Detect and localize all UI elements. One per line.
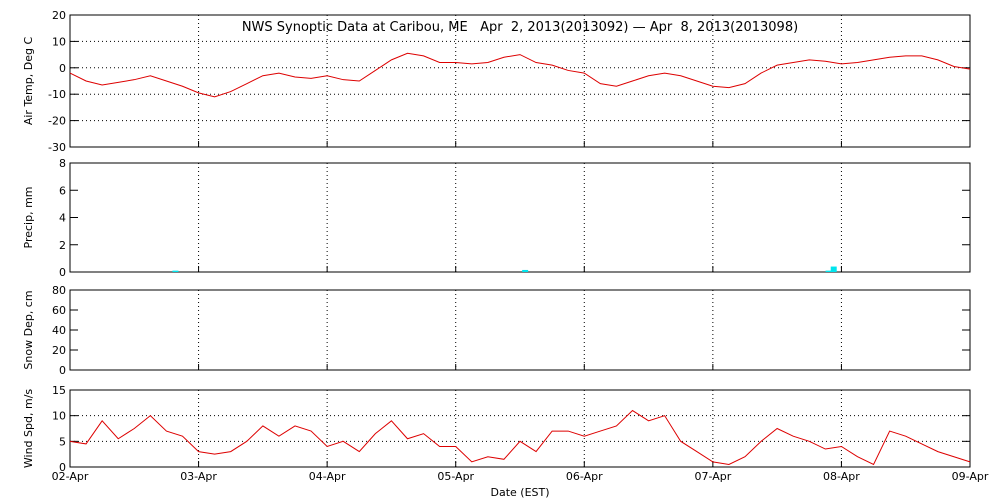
y-tick-label: 0 <box>59 266 66 279</box>
plot-frame <box>69 389 971 468</box>
y-tick-label: 40 <box>52 324 66 337</box>
y-tick-label: 6 <box>59 184 66 197</box>
y-tick-label: 60 <box>52 304 66 317</box>
x-tick-label: 03-Apr <box>180 470 217 483</box>
bar <box>825 270 832 272</box>
x-tick-label: 09-Apr <box>952 470 989 483</box>
bar <box>172 270 179 272</box>
bar <box>522 269 529 272</box>
y-tick-label: 20 <box>52 9 66 22</box>
x-tick-label: 05-Apr <box>437 470 474 483</box>
y-tick-label: 0 <box>59 461 66 474</box>
y-tick-label: 5 <box>59 435 66 448</box>
y-axis-label: Wind Spd, m/s <box>22 389 35 469</box>
x-tick-label: 08-Apr <box>823 470 860 483</box>
plot-frame <box>69 162 971 273</box>
y-axis-label: Snow Dep, cm <box>22 290 35 369</box>
plot-frame <box>69 14 971 148</box>
x-tick-label: 04-Apr <box>309 470 346 483</box>
y-tick-label: 20 <box>52 344 66 357</box>
y-axis-label: Precip, mm <box>22 187 35 249</box>
x-tick-label: 02-Apr <box>52 470 89 483</box>
y-axis-label: Air Temp, Deg C <box>22 37 35 126</box>
x-axis-label: Date (EST) <box>490 486 549 499</box>
data-line <box>69 52 971 98</box>
y-tick-label: 8 <box>59 157 66 170</box>
y-tick-label: 10 <box>52 35 66 48</box>
x-tick-label: 07-Apr <box>694 470 731 483</box>
y-tick-label: 2 <box>59 239 66 252</box>
y-tick-label: 0 <box>59 62 66 75</box>
y-tick-label: 80 <box>52 284 66 297</box>
data-line <box>69 409 971 466</box>
y-tick-label: 0 <box>59 364 66 377</box>
y-tick-label: 10 <box>52 410 66 423</box>
y-tick-label: -20 <box>48 115 66 128</box>
y-tick-label: -30 <box>48 141 66 154</box>
x-tick-label: 06-Apr <box>566 470 603 483</box>
chart-title: NWS Synoptic Data at Caribou, ME Apr 2, … <box>242 20 798 35</box>
plot-frame <box>69 289 971 371</box>
y-tick-label: 15 <box>52 384 66 397</box>
y-tick-label: 4 <box>59 212 66 225</box>
y-tick-label: -10 <box>48 88 66 101</box>
bar <box>830 266 837 272</box>
